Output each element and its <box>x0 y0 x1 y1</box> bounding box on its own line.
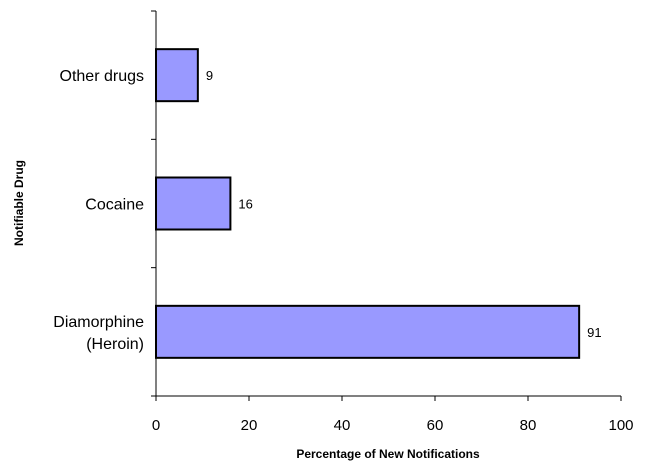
x-axis-title: Percentage of New Notifications <box>296 447 480 461</box>
category-label: Diamorphine (Heroin) <box>53 314 144 353</box>
data-label: 16 <box>238 197 252 212</box>
category-label-line: Diamorphine <box>53 314 144 331</box>
bar <box>155 304 581 359</box>
category-label-line: (Heroin) <box>86 336 144 353</box>
x-tick-label: 20 <box>241 417 258 434</box>
category-label: Other drugs <box>60 68 144 85</box>
bar <box>155 48 199 103</box>
data-label: 9 <box>206 68 213 83</box>
data-label: 91 <box>587 325 601 340</box>
labels: 0 20 40 60 80 100 9 Other drugs 16 Cocaine 91 Diamo… <box>53 68 633 434</box>
x-tick-label: 100 <box>608 417 633 434</box>
bar <box>155 176 232 231</box>
bars <box>155 48 581 359</box>
x-tick-label: 40 <box>334 417 351 434</box>
x-tick-label: 80 <box>520 417 537 434</box>
category-label: Cocaine <box>85 197 144 214</box>
y-axis-title: Notifiable Drug <box>12 160 26 246</box>
category-label-line: Other drugs <box>60 68 144 85</box>
x-tick-label: 60 <box>427 417 444 434</box>
category-label-line: Cocaine <box>85 197 144 214</box>
x-tick-label: 0 <box>152 417 160 434</box>
